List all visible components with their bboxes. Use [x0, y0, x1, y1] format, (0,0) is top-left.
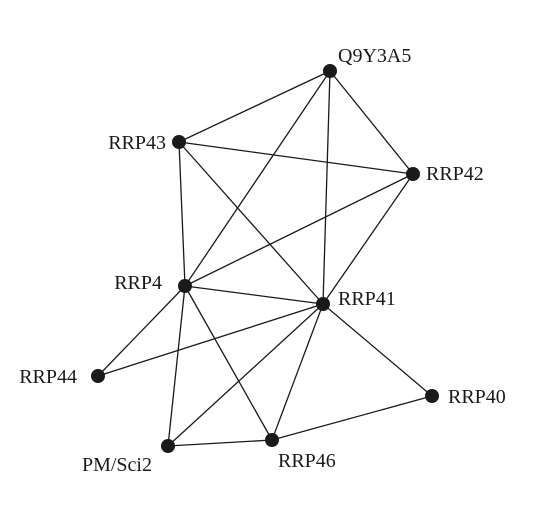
node-label-rrp44: RRP44 [19, 366, 77, 388]
node-rrp46 [265, 433, 279, 447]
node-label-rrp46: RRP46 [278, 450, 336, 472]
edge-rrp43-rrp41 [178, 141, 324, 305]
edge-rrp42-rrp41 [322, 173, 414, 305]
node-q9y3a5 [323, 64, 337, 78]
node-label-rrp43: RRP43 [108, 132, 166, 154]
edge-q9y3a5-rrp43 [178, 70, 331, 143]
node-rrp42 [406, 167, 420, 181]
edge-rrp4-rrp41 [184, 285, 324, 305]
node-label-rrp4: RRP4 [114, 272, 162, 294]
edge-rrp4-rrp44 [97, 285, 186, 377]
edge-rrp43-rrp4 [178, 141, 186, 287]
edges-layer [97, 70, 433, 447]
edge-rrp43-rrp42 [178, 141, 414, 175]
edge-rrp41-pmsci2 [167, 303, 324, 447]
edge-rrp42-rrp4 [184, 173, 414, 287]
node-rrp44 [91, 369, 105, 383]
edge-rrp4-rrp46 [184, 285, 273, 441]
edge-rrp41-rrp44 [97, 303, 324, 377]
node-pmsci2 [161, 439, 175, 453]
edge-q9y3a5-rrp42 [329, 70, 414, 175]
node-label-pmsci2: PM/Sci2 [82, 454, 152, 476]
node-label-q9y3a5: Q9Y3A5 [338, 45, 411, 67]
node-rrp43 [172, 135, 186, 149]
nodes-layer [91, 64, 439, 453]
node-rrp40 [425, 389, 439, 403]
node-rrp4 [178, 279, 192, 293]
node-label-rrp41: RRP41 [338, 288, 396, 310]
edge-rrp4-pmsci2 [167, 285, 186, 447]
labels-layer: Q9Y3A5 RRP43 RRP42 RRP4 RRP41 RRP44 RRP40 PM/Sc… [19, 45, 506, 476]
node-rrp41 [316, 297, 330, 311]
edge-q9y3a5-rrp41 [322, 70, 331, 305]
edge-rrp41-rrp40 [322, 303, 433, 397]
edge-rrp46-rrp40 [271, 395, 433, 441]
node-label-rrp42: RRP42 [426, 163, 484, 185]
edge-q9y3a5-rrp4 [184, 70, 331, 287]
edge-rrp41-rrp46 [271, 303, 324, 441]
node-label-rrp40: RRP40 [448, 386, 506, 408]
edge-pmsci2-rrp46 [167, 439, 273, 447]
